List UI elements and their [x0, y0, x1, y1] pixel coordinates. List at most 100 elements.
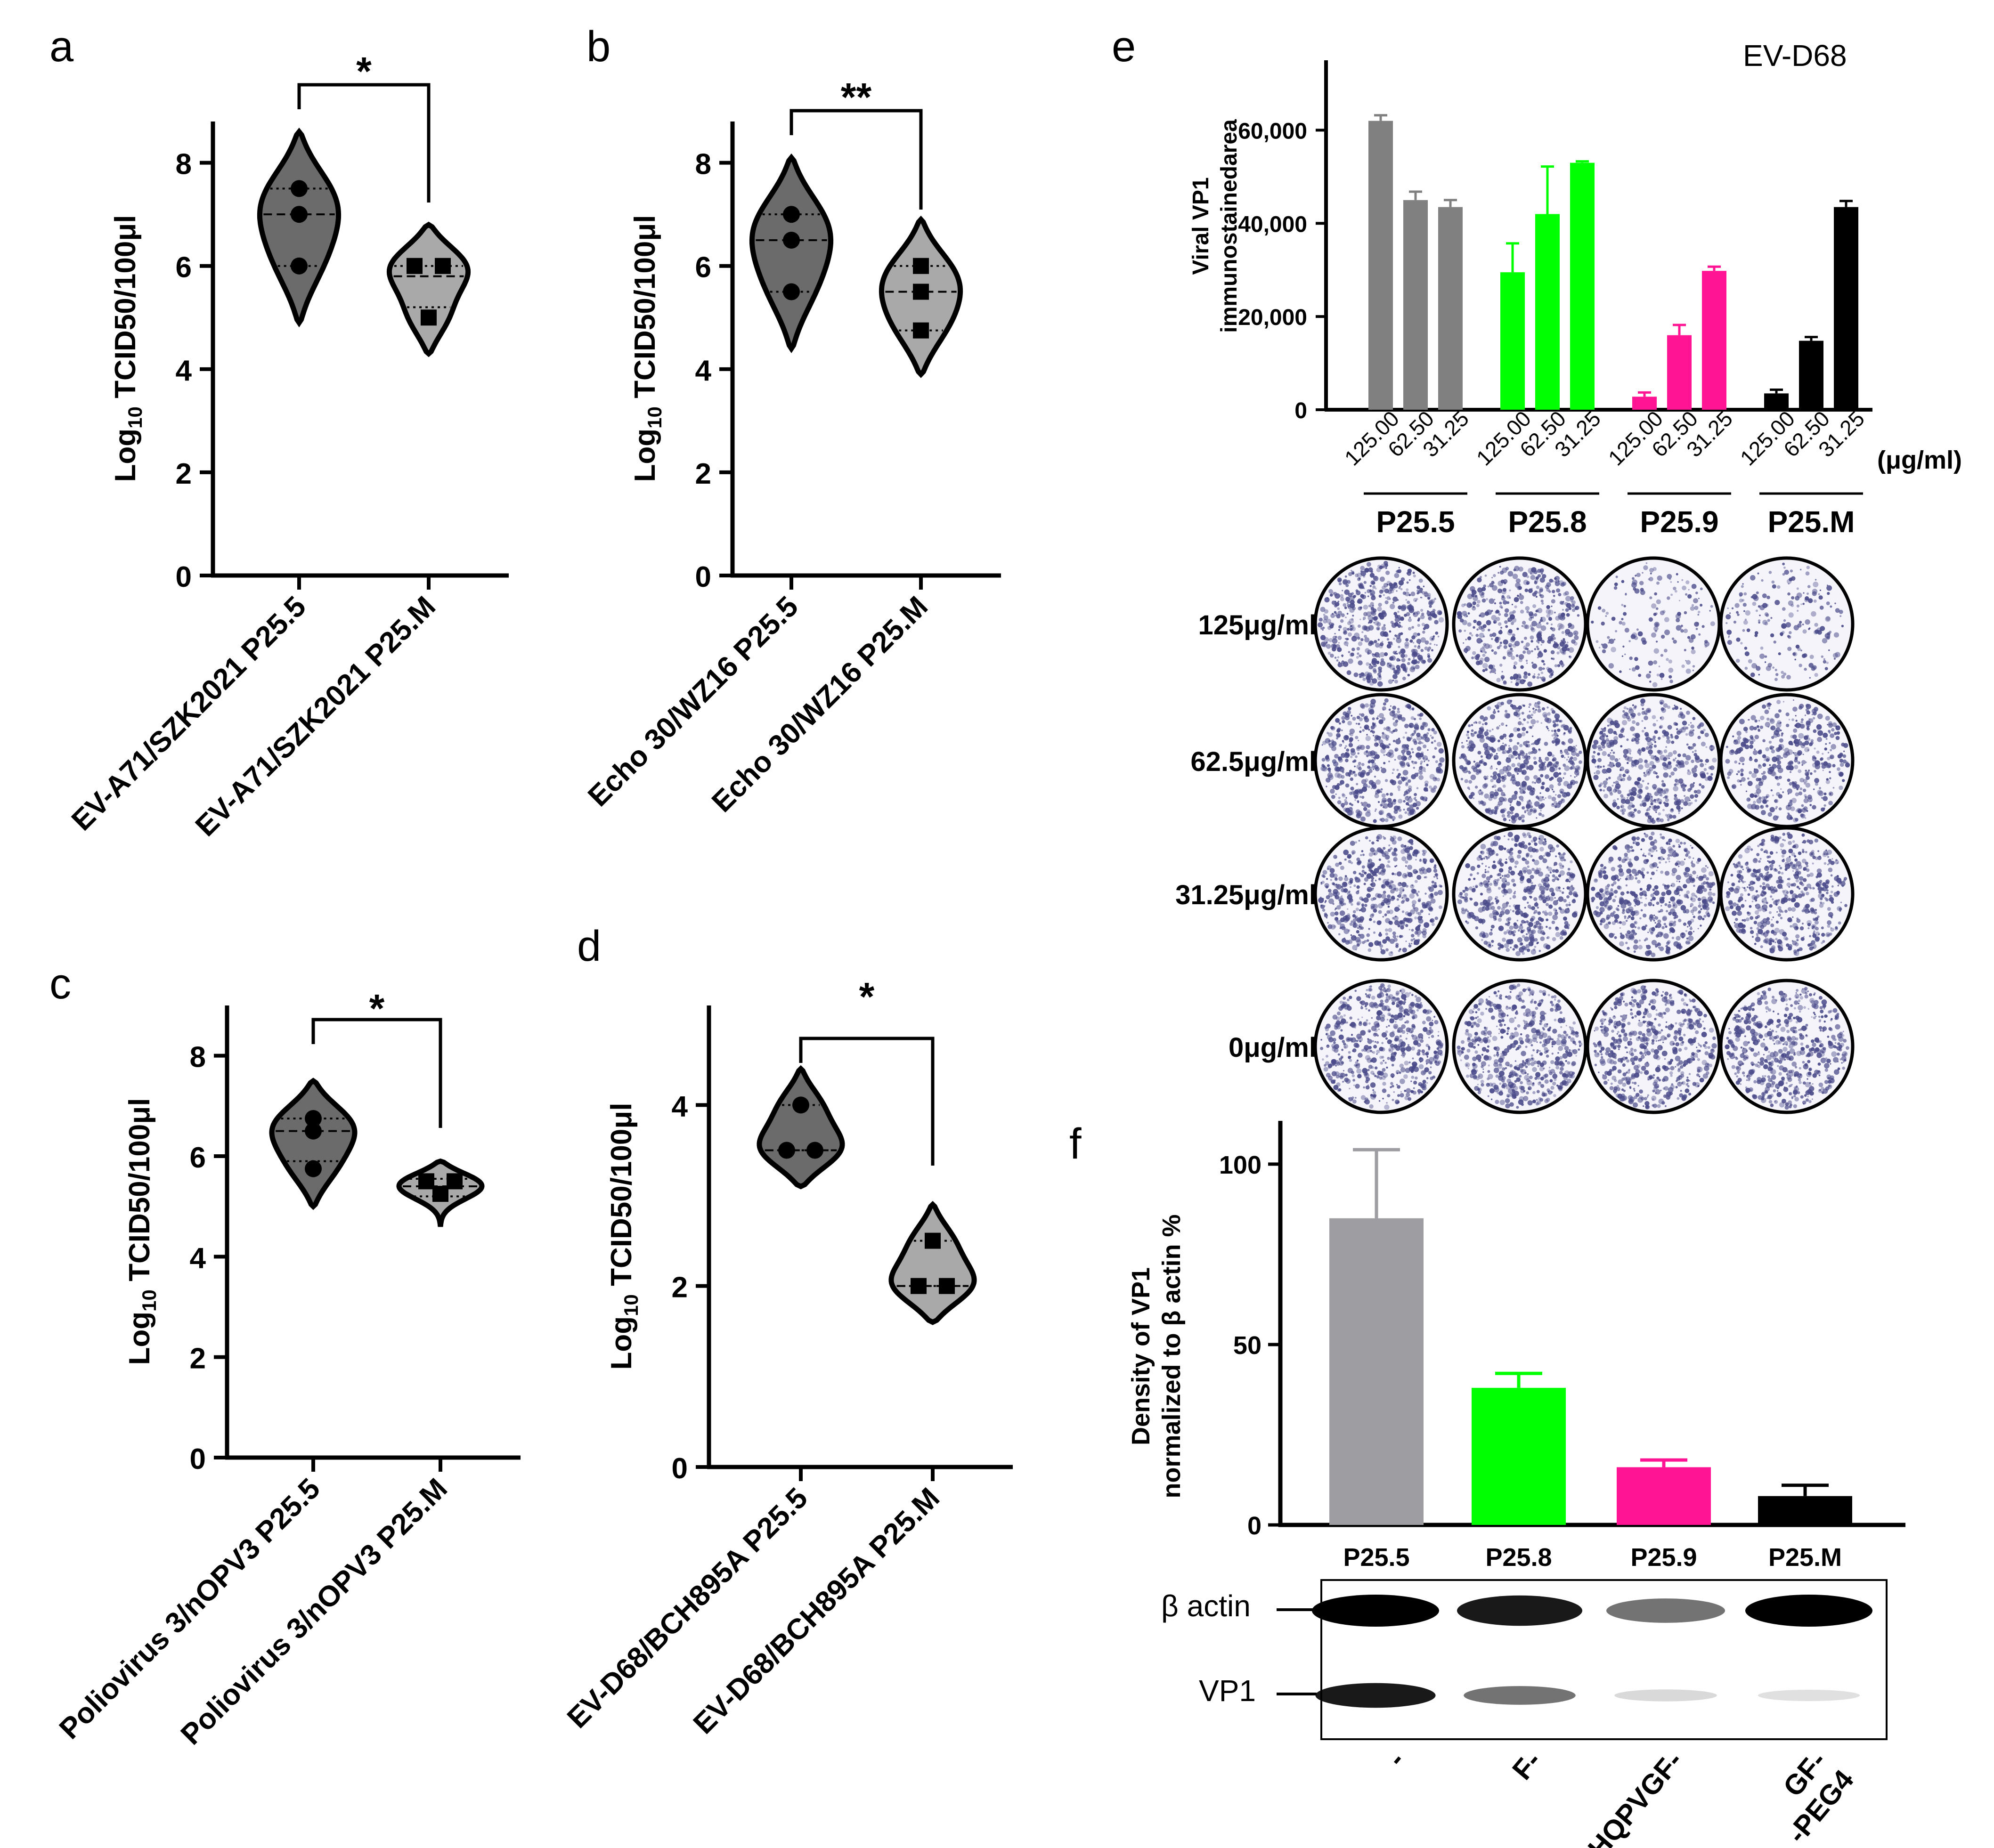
plaque-speck: [1371, 756, 1374, 759]
plaque-speck: [1466, 921, 1469, 924]
plaque-speck: [1372, 588, 1374, 590]
plaque-speck: [1800, 744, 1806, 748]
plaque-speck: [1666, 736, 1670, 740]
plaque-speck: [1709, 610, 1711, 612]
plaque-speck: [1592, 744, 1597, 749]
plaque-speck: [1389, 792, 1393, 796]
plaque-speck: [1392, 931, 1396, 935]
plaque-speck: [1510, 676, 1514, 680]
plaque-speck: [1402, 894, 1407, 899]
plaque-speck: [1681, 727, 1685, 730]
plaque-speck: [1674, 794, 1677, 797]
plaque-speck: [1602, 649, 1606, 654]
plaque-speck: [1650, 738, 1652, 741]
plaque-speck: [1398, 580, 1404, 586]
plaque-speck: [1776, 699, 1781, 705]
plaque-speck: [1837, 767, 1840, 771]
plaque-speck: [1516, 678, 1518, 681]
plaque-speck: [1534, 581, 1537, 583]
plaque-speck: [1660, 678, 1663, 680]
plaque-speck: [1373, 756, 1376, 759]
plaque-speck: [1626, 738, 1629, 741]
plaque-speck: [1499, 566, 1501, 568]
plaque-speck: [1825, 743, 1827, 745]
plaque-speck: [1323, 614, 1326, 616]
plaque-speck: [1501, 877, 1507, 883]
plaque-speck: [1676, 625, 1682, 631]
plaque-speck: [1461, 742, 1463, 744]
y-tick-label-b: 4: [695, 355, 712, 387]
plaque-speck: [1560, 856, 1565, 862]
plaque-speck: [1480, 647, 1486, 653]
plaque-speck: [1613, 764, 1615, 767]
plaque-speck: [1827, 592, 1830, 595]
plaque-speck: [1416, 892, 1418, 895]
plaque-speck: [1796, 604, 1800, 608]
plaque-speck: [1340, 619, 1344, 623]
plaque-speck: [1410, 716, 1415, 720]
plaque-speck: [1660, 794, 1663, 797]
plaque-speck: [1843, 743, 1848, 748]
plaque-speck: [1420, 760, 1423, 763]
plaque-speck: [1605, 612, 1609, 615]
plaque-speck: [1643, 565, 1648, 570]
plaque-speck: [1348, 881, 1352, 885]
plaque-speck: [1368, 641, 1373, 646]
plaque-speck: [1792, 699, 1794, 701]
plaque-speck: [1502, 902, 1508, 908]
plaque-speck: [1339, 783, 1342, 786]
plaque-speck: [1368, 769, 1373, 773]
plaque-speck: [1521, 814, 1525, 819]
plaque-speck: [1689, 927, 1693, 930]
plaque-speck: [1815, 782, 1818, 786]
plaque-speck: [1531, 867, 1535, 871]
plaque-speck: [1366, 662, 1370, 666]
plaque-speck: [1806, 810, 1808, 812]
plaque-speck: [1688, 935, 1694, 941]
plaque-speck: [1554, 804, 1557, 808]
plaque-speck: [1375, 893, 1380, 898]
plaque-speck: [1839, 762, 1844, 767]
plaque-speck: [1767, 812, 1773, 817]
plaque-speck: [1344, 927, 1346, 929]
plaque-speck: [1687, 926, 1689, 928]
plaque-speck: [1552, 590, 1555, 593]
plaque-speck: [1427, 760, 1430, 762]
plaque-speck: [1361, 905, 1364, 908]
plaque-speck: [1434, 916, 1438, 920]
plaque-speck: [1369, 585, 1372, 587]
plaque-speck: [1507, 814, 1511, 818]
plaque-speck: [1627, 718, 1631, 722]
plaque-speck: [1417, 934, 1420, 937]
plaque-speck: [1506, 874, 1510, 878]
plaque-speck: [1659, 802, 1662, 804]
plaque-speck: [1416, 787, 1419, 789]
plaque-speck: [1568, 891, 1573, 896]
data-point-c: [447, 1173, 463, 1190]
plaque-speck: [1509, 897, 1512, 900]
plaque-speck: [1506, 948, 1510, 952]
plaque-speck: [1342, 740, 1344, 742]
plaque-speck: [1561, 631, 1565, 634]
plaque-speck: [1812, 757, 1817, 762]
plaque-speck: [1481, 874, 1486, 878]
plaque-speck: [1599, 730, 1603, 735]
plaque-speck: [1620, 799, 1626, 804]
plaque-speck: [1489, 791, 1495, 796]
plaque-speck: [1725, 622, 1728, 624]
plaque-speck: [1398, 799, 1403, 804]
plaque-speck: [1389, 939, 1395, 944]
plaque-speck: [1335, 772, 1340, 778]
plaque-speck: [1419, 859, 1422, 861]
plaque-speck: [1653, 745, 1657, 748]
plaque-speck: [1546, 614, 1550, 618]
plaque-speck: [1395, 855, 1397, 857]
plaque-speck: [1371, 841, 1375, 845]
plaque-speck: [1795, 715, 1797, 717]
plaque-speck: [1595, 906, 1599, 909]
plaque-speck: [1522, 896, 1527, 901]
plaque-speck: [1511, 622, 1514, 625]
plaque-speck: [1634, 926, 1636, 929]
plaque-speck: [1546, 728, 1549, 729]
significance-label-c: *: [369, 986, 385, 1030]
